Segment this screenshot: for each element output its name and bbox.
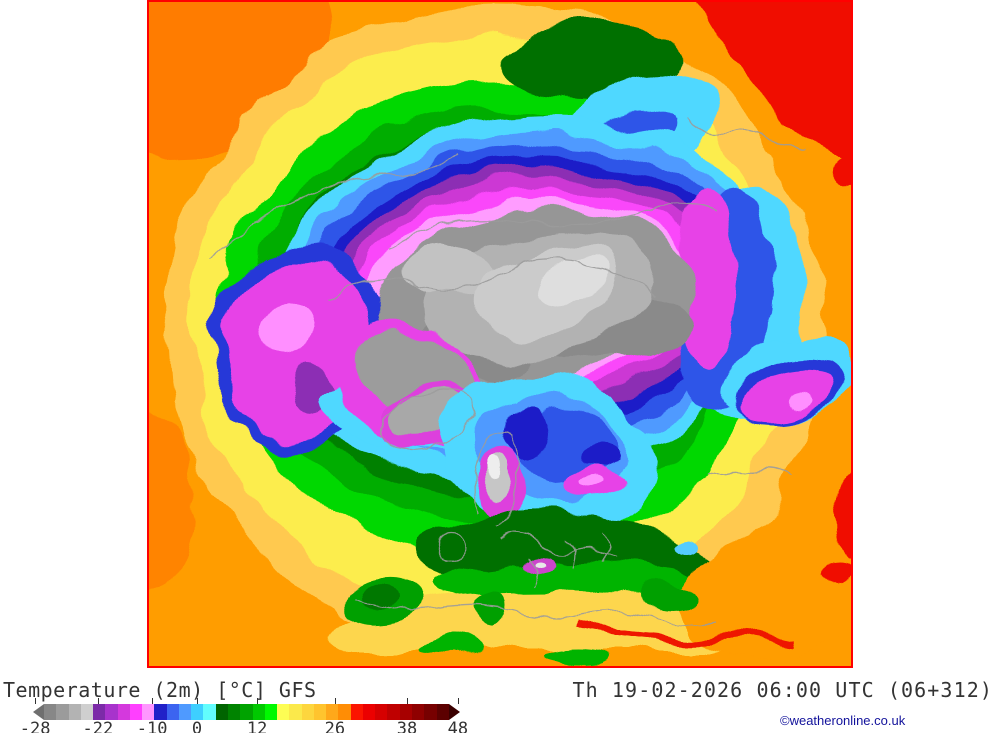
scale-segment [289, 704, 302, 720]
scale-tick [35, 698, 37, 704]
scale-segment [399, 704, 412, 720]
scale-tick [407, 698, 409, 704]
valid-time-label: Th 19-02-2026 06:00 UTC (06+312) [572, 678, 993, 702]
scale-segment [80, 704, 94, 720]
scale-segment [240, 704, 253, 720]
scale-label: 12 [246, 719, 268, 733]
scale-segment [129, 704, 143, 720]
scale-segment [277, 704, 290, 720]
scale-segment [105, 704, 118, 720]
scale-label: 0 [191, 719, 203, 733]
scale-segment [313, 704, 327, 720]
scale-gradient [44, 704, 449, 720]
scale-tick [196, 698, 198, 704]
scale-segment [166, 704, 179, 720]
scale-segment [178, 704, 192, 720]
scale-segment [56, 704, 69, 720]
scale-label: -28 [19, 719, 51, 733]
temperature-scale: -28 -22 -10 0 12 26 38 48 [20, 698, 468, 733]
scale-segment [227, 704, 241, 720]
scale-segment [117, 704, 130, 720]
scale-segment [68, 704, 81, 720]
scale-arrow-left [33, 704, 44, 720]
scale-segment [350, 704, 363, 720]
scale-tick [334, 698, 336, 704]
scale-segment [301, 704, 314, 720]
scale-segment [424, 704, 437, 720]
scale-segment [338, 704, 351, 720]
scale-label: 38 [396, 719, 418, 733]
copyright-link[interactable]: ©weatheronline.co.uk [780, 713, 906, 728]
scale-segment [387, 704, 400, 720]
scale-segment [264, 704, 278, 720]
scale-segment [362, 704, 376, 720]
scale-label: 48 [447, 719, 469, 733]
scale-bar [33, 704, 460, 720]
map-title: Temperature (2m) [°C] GFS [3, 678, 317, 702]
scale-segment [93, 704, 106, 720]
scale-tick [97, 698, 99, 704]
scale-segment [44, 704, 57, 720]
temperature-map [147, 0, 853, 668]
temperature-field-graphic [147, 0, 853, 668]
scale-label: -22 [82, 719, 114, 733]
scale-label: 26 [324, 719, 346, 733]
scale-segment [215, 704, 228, 720]
map-edge-line [147, 0, 853, 668]
scale-segment [191, 704, 204, 720]
scale-segment [203, 704, 216, 720]
scale-segment [154, 704, 167, 720]
scale-label: -10 [136, 719, 168, 733]
scale-segment [252, 704, 265, 720]
scale-arrow-right [449, 704, 460, 720]
scale-segment [411, 704, 425, 720]
scale-tick [457, 698, 459, 704]
scale-tick [257, 698, 259, 704]
scale-tick [152, 698, 154, 704]
scale-segment [326, 704, 339, 720]
scale-segment [142, 704, 155, 720]
scale-segment [375, 704, 388, 720]
scale-segment [436, 704, 449, 720]
coastlines-layer [206, 119, 806, 627]
